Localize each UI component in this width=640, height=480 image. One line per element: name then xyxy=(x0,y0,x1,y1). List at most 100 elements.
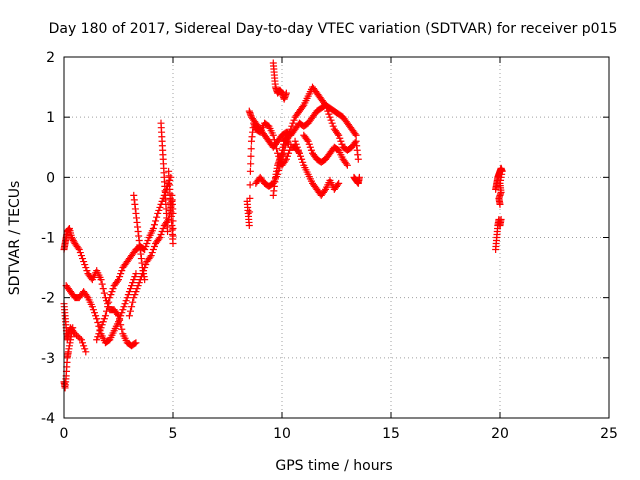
data-point xyxy=(327,116,335,124)
data-point xyxy=(68,235,76,243)
data-point xyxy=(146,253,154,261)
data-point xyxy=(106,294,114,302)
data-point xyxy=(123,294,131,302)
data-point xyxy=(298,155,306,163)
data-point xyxy=(335,131,343,139)
data-point xyxy=(351,139,359,147)
data-point xyxy=(122,297,130,305)
data-point xyxy=(282,89,290,97)
data-point xyxy=(105,298,113,306)
y-tick-label: 1 xyxy=(46,110,55,126)
data-point xyxy=(125,312,133,320)
data-point xyxy=(121,300,129,308)
data-point xyxy=(103,307,111,315)
data-point xyxy=(93,315,101,323)
data-point xyxy=(352,131,360,139)
data-point xyxy=(93,336,101,344)
data-point xyxy=(81,261,89,269)
data-point xyxy=(159,224,167,232)
data-point xyxy=(75,246,83,254)
data-point xyxy=(98,321,106,329)
data-point xyxy=(74,333,82,341)
data-point xyxy=(288,122,296,130)
data-point xyxy=(169,232,177,240)
data-point xyxy=(169,240,177,248)
data-point xyxy=(294,146,302,154)
data-point xyxy=(144,237,152,245)
data-point xyxy=(80,342,88,350)
data-point xyxy=(158,197,166,205)
data-point xyxy=(109,285,117,293)
data-point xyxy=(281,157,289,165)
data-point xyxy=(79,339,87,347)
data-point xyxy=(104,303,112,311)
data-point xyxy=(290,116,298,124)
data-point xyxy=(129,298,137,306)
data-point xyxy=(303,136,311,144)
data-point xyxy=(321,100,329,108)
chart-title: Day 180 of 2017, Sidereal Day-to-day VTE… xyxy=(49,21,618,37)
data-point xyxy=(338,140,346,148)
data-point xyxy=(335,179,343,187)
data-point xyxy=(98,280,106,288)
x-tick-label: 15 xyxy=(382,426,400,442)
data-point xyxy=(143,240,151,248)
x-tick-label: 20 xyxy=(491,426,509,442)
data-point xyxy=(280,146,288,154)
data-point xyxy=(97,276,105,284)
data-point xyxy=(115,276,122,284)
data-point xyxy=(118,309,126,317)
data-point xyxy=(99,285,107,293)
data-point xyxy=(83,292,91,300)
data-point xyxy=(119,306,127,314)
data-point xyxy=(68,234,76,241)
data-point xyxy=(275,167,283,175)
data-point xyxy=(88,303,96,311)
data-point xyxy=(115,318,122,326)
data-point xyxy=(154,209,162,217)
data-point xyxy=(274,170,282,178)
data-point xyxy=(343,161,351,169)
x-tick-label: 0 xyxy=(60,426,69,442)
data-point xyxy=(97,324,105,332)
data-point xyxy=(283,152,291,160)
data-point xyxy=(282,137,290,145)
data-point xyxy=(328,119,336,127)
data-point xyxy=(92,312,100,320)
data-point xyxy=(91,309,99,317)
data-point xyxy=(69,237,77,245)
y-tick-label: -4 xyxy=(41,411,55,427)
y-tick-label: -1 xyxy=(41,231,55,247)
data-point xyxy=(125,288,133,296)
data-point xyxy=(134,282,142,290)
data-point xyxy=(323,104,331,112)
data-point xyxy=(157,230,165,238)
data-point xyxy=(82,264,90,272)
data-point xyxy=(94,318,102,326)
data-point xyxy=(117,312,125,320)
data-point xyxy=(76,249,84,257)
data-point xyxy=(299,103,307,111)
data-point xyxy=(152,217,160,225)
data-point xyxy=(133,285,141,293)
data-point xyxy=(246,167,254,175)
data-point xyxy=(113,277,121,285)
data-point xyxy=(155,206,163,214)
data-point xyxy=(322,101,330,109)
data-point xyxy=(169,217,177,225)
data-point xyxy=(276,163,284,171)
data-point xyxy=(126,285,134,293)
data-point xyxy=(496,200,504,208)
data-point xyxy=(153,213,161,221)
data-point xyxy=(285,131,293,139)
data-point xyxy=(96,327,104,335)
x-tick-label: 10 xyxy=(273,426,291,442)
data-point xyxy=(124,291,132,299)
data-point xyxy=(277,159,285,167)
data-point xyxy=(94,333,102,341)
grid xyxy=(64,57,609,418)
data-point xyxy=(77,336,85,344)
data-points xyxy=(60,59,506,392)
data-point xyxy=(307,146,315,154)
data-point xyxy=(129,279,137,287)
